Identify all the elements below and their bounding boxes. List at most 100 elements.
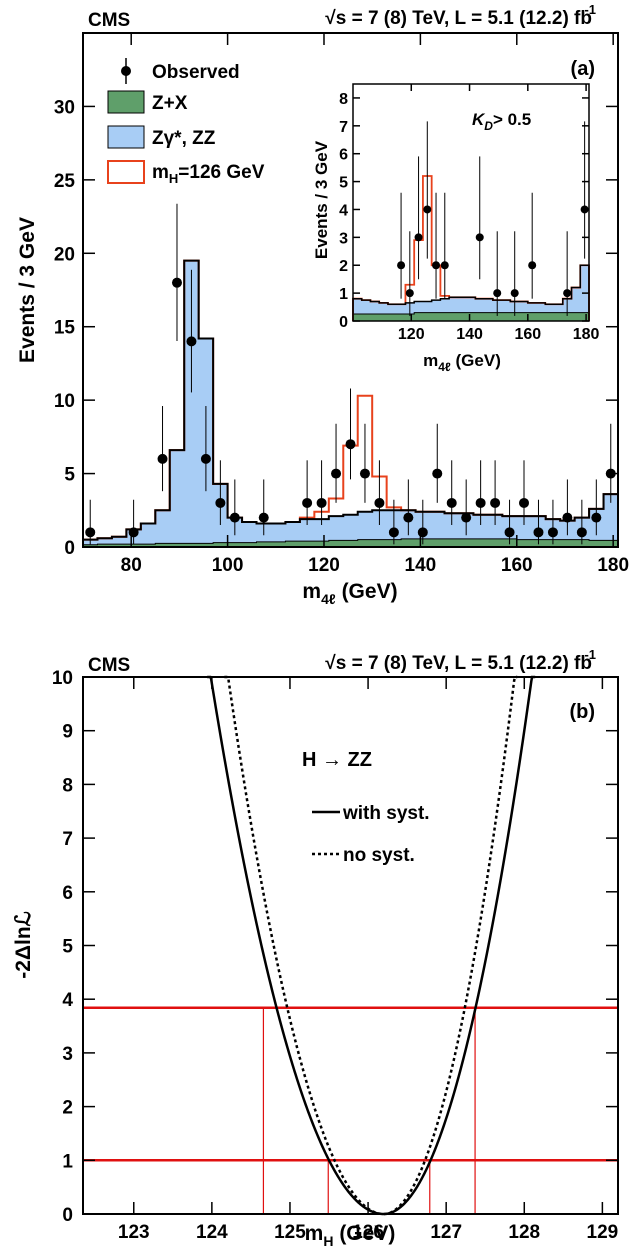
observed-point [475, 497, 486, 508]
observed-point [533, 527, 544, 538]
legend-nosyst-label: no syst. [343, 845, 415, 866]
x-tick-label: 180 [573, 326, 600, 343]
legend-a: Observed Z+X Zγ*, ZZ mH=126 GeV [107, 58, 265, 186]
y-axis-label-a: Events / 3 GeV [16, 217, 39, 363]
observed-point [475, 233, 484, 242]
axis-ticks-b [83, 676, 618, 1215]
bar-zx-fill [352, 312, 590, 322]
observed-point [504, 527, 515, 538]
legend-observed-marker [121, 66, 131, 76]
bar-zx-fill [82, 538, 619, 548]
x-tick-label: 125 [274, 1222, 306, 1243]
observed-point [171, 277, 182, 288]
x-tick-label: 126 [352, 1222, 384, 1243]
x-tick-label: 120 [398, 326, 425, 343]
observed-point [302, 497, 313, 508]
y-tick-label: 3 [62, 1044, 73, 1065]
legend-zz-swatch [107, 125, 145, 149]
y-tick-label: 20 [54, 244, 75, 265]
legend-signal-label: mH=126 GeV [152, 162, 265, 186]
observed-point [519, 497, 530, 508]
observed-point [397, 261, 406, 270]
energy-lumi-b: √s = 7 (8) TeV, L = 5.1 (12.2) fb [325, 653, 592, 674]
background-outline [82, 259, 619, 547]
y-tick-label: 10 [54, 391, 75, 412]
observed-point [417, 527, 428, 538]
legend-b: with syst. no syst. [312, 803, 430, 866]
legend-signal: mH=126 GeV [107, 160, 265, 186]
inset-y-axis-label: Events / 3 GeV [312, 140, 331, 259]
observed-point [605, 468, 616, 479]
observed-point [493, 289, 502, 298]
x-tick-label: 100 [212, 555, 244, 576]
observed-point [490, 497, 501, 508]
plot-frame-b [82, 676, 619, 1215]
observed-point [432, 468, 443, 479]
background-outline [352, 264, 590, 321]
observed-point [128, 527, 139, 538]
observed-point [423, 205, 432, 214]
plot-frame-a [82, 32, 619, 548]
legend-zz-label: Zγ*, ZZ [152, 128, 216, 149]
curve-no-syst [224, 675, 518, 1216]
observed-point [215, 497, 226, 508]
legend-signal-swatch [107, 160, 145, 184]
y-tick-label: 10 [52, 668, 73, 689]
observed-point [403, 512, 414, 523]
panel-label-b: (b) [569, 701, 595, 723]
observed-point [345, 439, 356, 450]
y-tick-label: 5 [339, 175, 348, 192]
legend-zx-label: Z+X [152, 93, 188, 114]
y-tick-label: 30 [54, 97, 75, 118]
inset-observed-points [397, 121, 589, 316]
observed-point [563, 289, 572, 298]
observed-point [528, 261, 537, 270]
inset-frame [352, 83, 590, 322]
y-axis-label-b: -2Δlnℒ [12, 911, 35, 979]
y-tick-label: 3 [339, 230, 348, 247]
observed-point [414, 233, 423, 242]
x-tick-label: 120 [308, 555, 340, 576]
legend-zx-swatch [107, 90, 145, 114]
observed-point [388, 527, 399, 538]
x-tick-label: 123 [118, 1222, 150, 1243]
x-tick-label: 129 [587, 1222, 619, 1243]
x-tick-label: 124 [196, 1222, 228, 1243]
observed-point [258, 512, 269, 523]
observed-point [446, 497, 457, 508]
x-tick-label: 80 [121, 555, 142, 576]
x-tick-label: 160 [514, 326, 541, 343]
energy-lumi-a: √s = 7 (8) TeV, L = 5.1 (12.2) fb [325, 8, 592, 29]
observed-point [405, 289, 414, 298]
observed-point [200, 453, 211, 464]
y-tick-label: 2 [62, 1098, 73, 1119]
curve-with-syst [207, 675, 536, 1216]
observed-point [85, 527, 96, 538]
observed-point [229, 512, 240, 523]
y-tick-label: 8 [62, 775, 73, 796]
x-tick-label: 140 [456, 326, 483, 343]
x-tick-label: 127 [430, 1222, 462, 1243]
x-tick-label: 140 [405, 555, 437, 576]
panel-a: CMS √s = 7 (8) TeV, L = 5.1 (12.2) fb -1… [16, 2, 629, 607]
observed-point [510, 289, 519, 298]
y-tick-label: 5 [62, 937, 73, 958]
legend-zx: Z+X [107, 90, 188, 114]
experiment-label-b: CMS [88, 655, 130, 676]
observed-point [562, 512, 573, 523]
y-tick-label: 6 [339, 147, 348, 164]
legend-syst-label: with syst. [342, 803, 430, 824]
y-tick-label: 1 [339, 286, 348, 303]
y-tick-label: 0 [62, 1205, 73, 1226]
observed-point [440, 261, 449, 270]
x-tick-label: 180 [597, 555, 629, 576]
y-tick-label: 15 [54, 318, 76, 339]
panel-label-a: (a) [571, 58, 595, 80]
legend-zz: Zγ*, ZZ [107, 125, 216, 149]
observed-point [331, 468, 342, 479]
observed-point [359, 468, 370, 479]
x-tick-label: 160 [501, 555, 533, 576]
x-axis-label-b: mH (GeV) [305, 1222, 396, 1247]
